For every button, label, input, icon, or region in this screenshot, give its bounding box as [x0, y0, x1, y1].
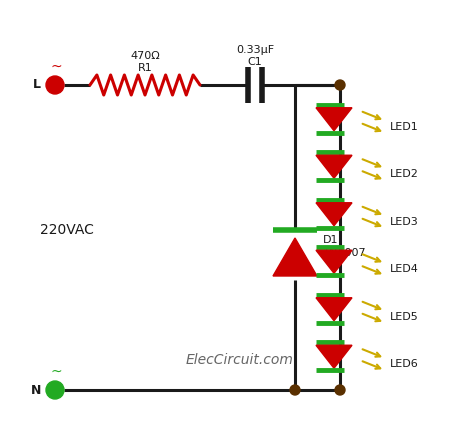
Text: 220VAC: 220VAC [40, 223, 94, 237]
Circle shape [290, 385, 300, 395]
Text: 470Ω: 470Ω [130, 51, 160, 61]
Text: D1: D1 [323, 235, 338, 245]
Text: LED1: LED1 [390, 122, 419, 132]
Text: L: L [33, 78, 41, 92]
Text: ~: ~ [50, 365, 62, 379]
Text: LED6: LED6 [390, 359, 419, 369]
Circle shape [335, 80, 345, 90]
Text: C1: C1 [248, 57, 262, 67]
Text: LED3: LED3 [390, 217, 419, 227]
Text: LED2: LED2 [390, 169, 419, 179]
Polygon shape [273, 238, 317, 276]
Circle shape [46, 76, 64, 94]
Text: 0.33μF: 0.33μF [236, 45, 274, 55]
Polygon shape [316, 108, 352, 131]
Polygon shape [316, 298, 352, 321]
Text: R1: R1 [138, 63, 153, 73]
Circle shape [46, 381, 64, 399]
Polygon shape [316, 345, 352, 368]
Text: ElecCircuit.com: ElecCircuit.com [186, 353, 294, 367]
Polygon shape [316, 155, 352, 178]
Text: 1N4007: 1N4007 [323, 248, 367, 258]
Polygon shape [316, 203, 352, 226]
Text: LED5: LED5 [390, 312, 419, 322]
Text: LED4: LED4 [390, 264, 419, 274]
Text: N: N [31, 384, 41, 396]
Text: ~: ~ [50, 60, 62, 74]
Polygon shape [316, 250, 352, 273]
Circle shape [335, 385, 345, 395]
